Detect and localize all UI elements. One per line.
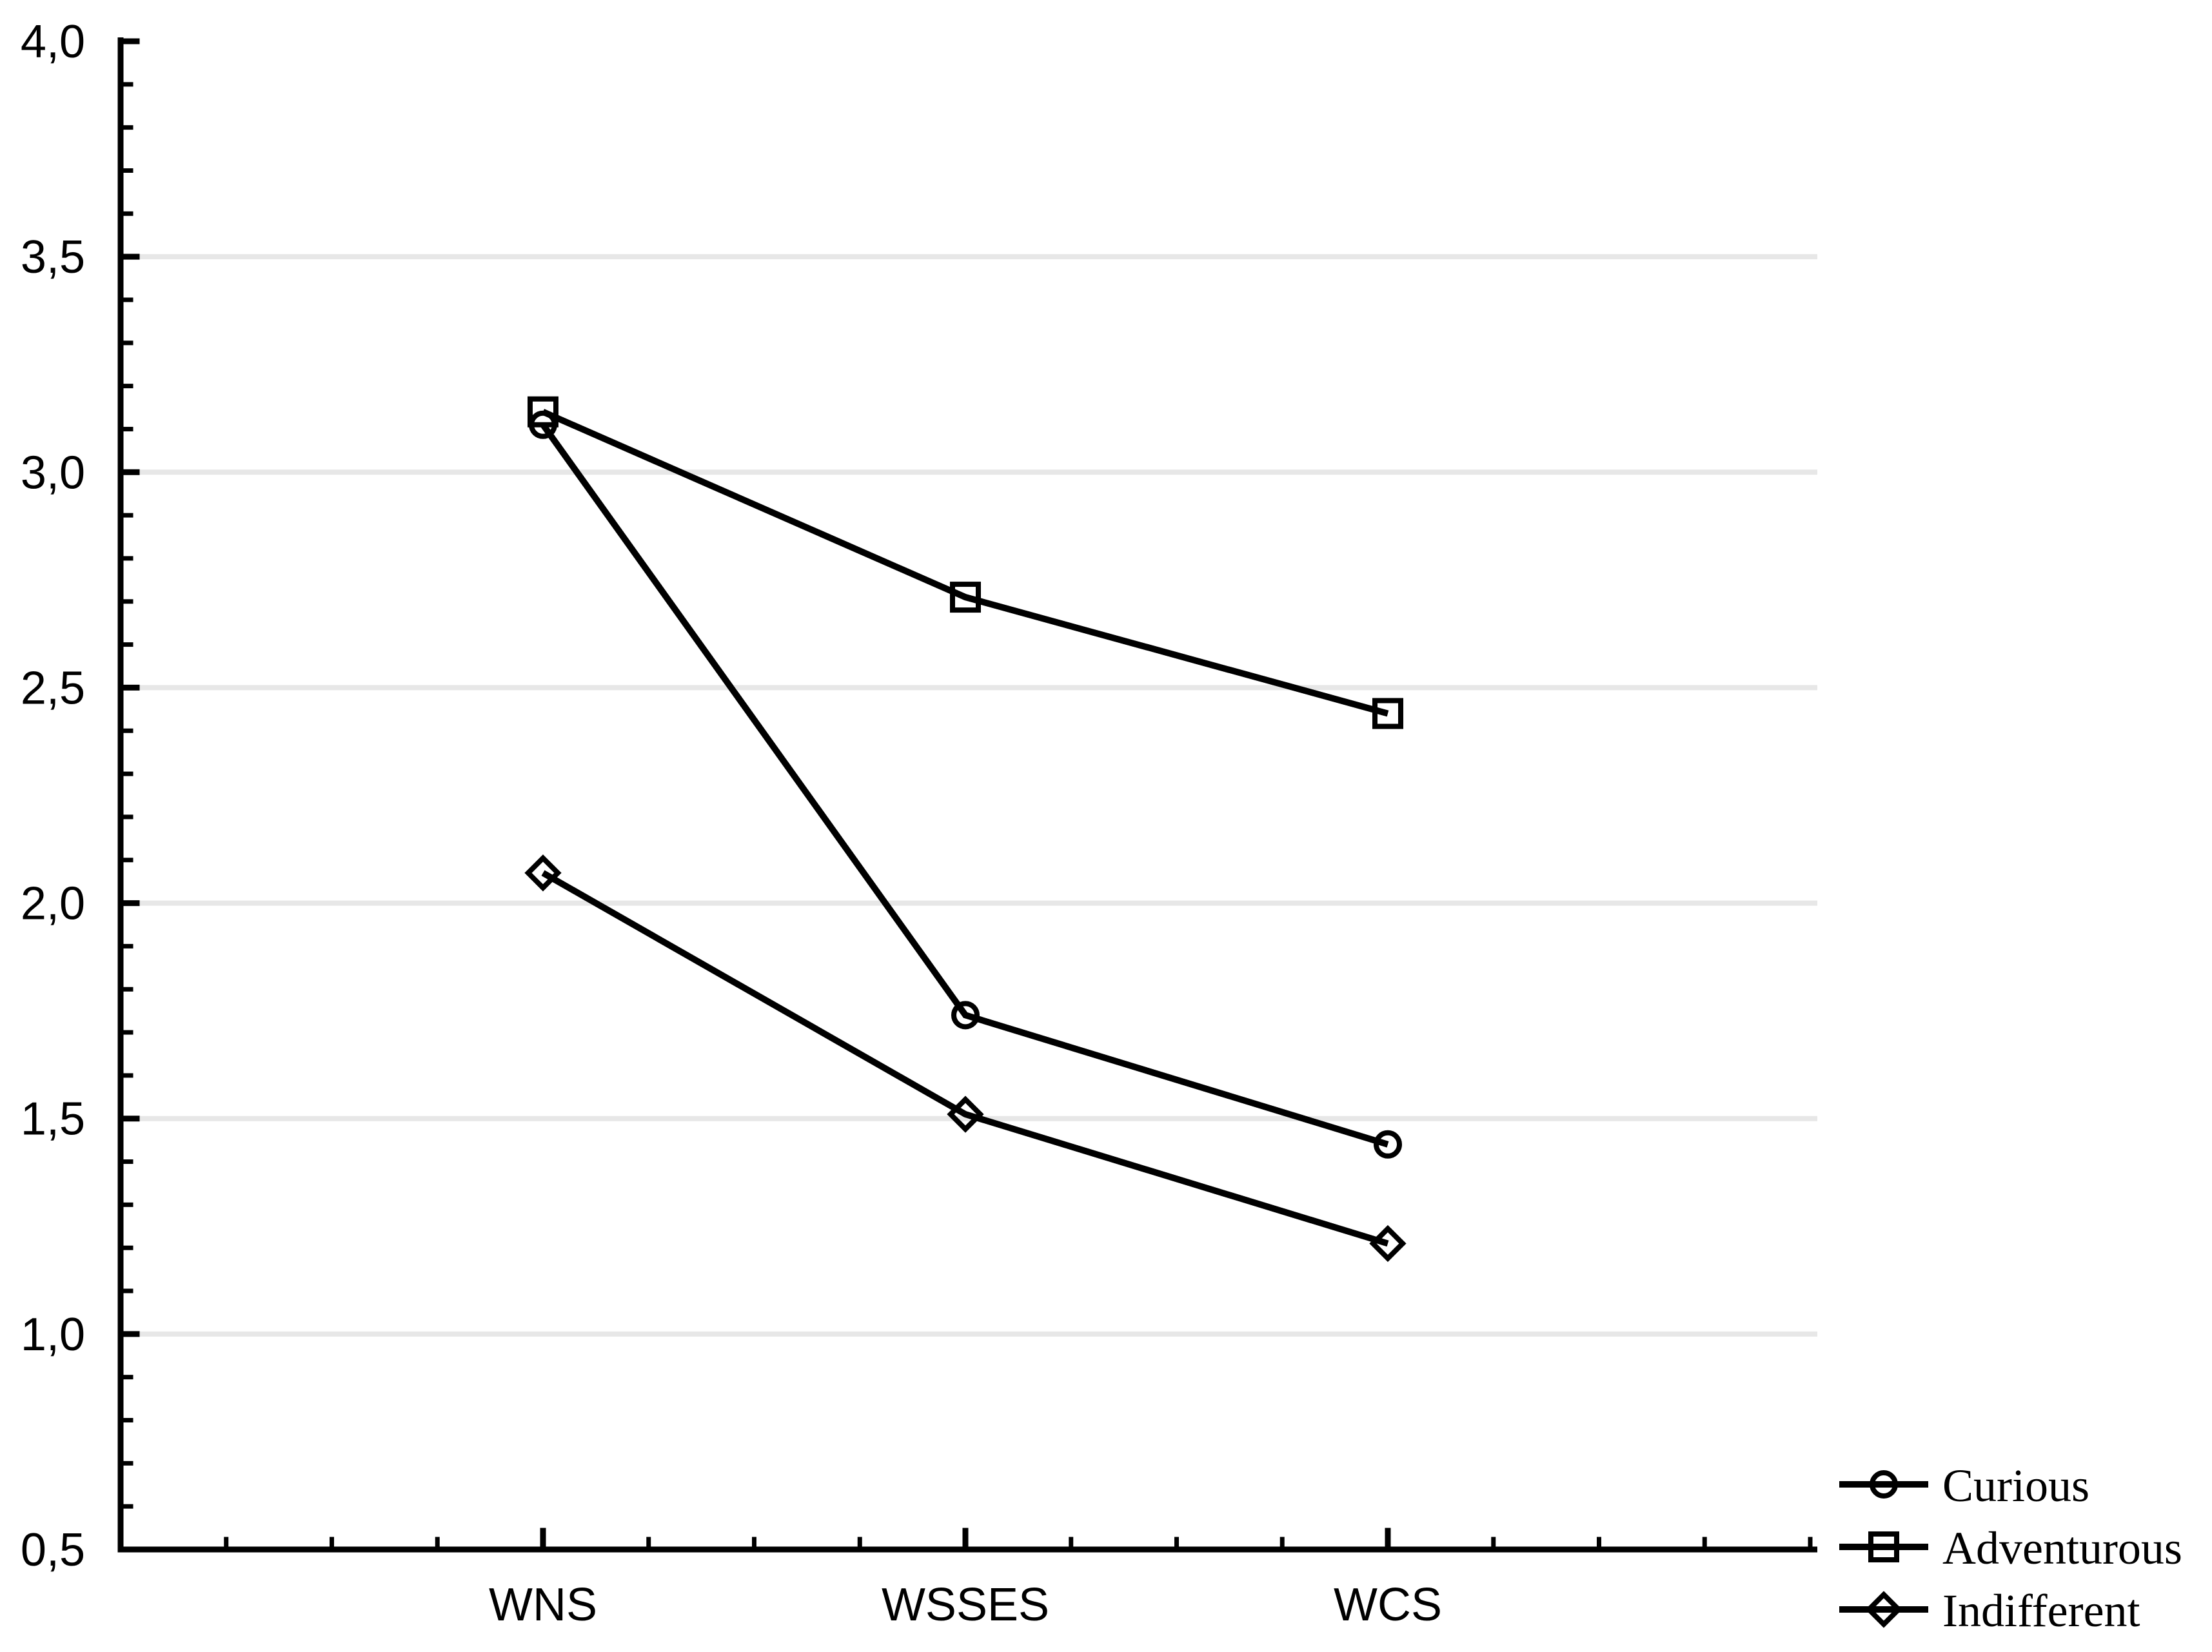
y-tick-label: 2,0 <box>21 878 85 930</box>
marker-square-wcs <box>1372 698 1403 729</box>
y-tick-label: 1,5 <box>21 1094 85 1145</box>
series-line-adventurous <box>541 409 1389 717</box>
x-category-label: WCS <box>1334 1579 1442 1631</box>
legend-diamond-icon <box>1865 1591 1902 1628</box>
marker-diamond-wns <box>524 854 562 892</box>
y-tick-label: 1,0 <box>21 1309 85 1361</box>
legend-label-curious: Curious <box>1942 1460 2089 1511</box>
legend-circle-icon <box>1870 1470 1898 1499</box>
y-tick-label: 3,0 <box>21 447 85 498</box>
marker-square-wns <box>528 396 558 428</box>
series-line-curious <box>540 422 1389 1148</box>
legend-label-indifferent: Indifferent <box>1942 1585 2140 1637</box>
marker-diamond-wcs <box>1369 1224 1407 1263</box>
legend-square-icon <box>1868 1531 1899 1562</box>
y-tick-label: 4,0 <box>21 16 85 68</box>
marker-diamond-wsses <box>947 1096 984 1133</box>
y-tick-label: 0,5 <box>21 1524 85 1576</box>
marker-square-wsses <box>950 582 981 613</box>
y-tick-label: 3,5 <box>21 231 85 283</box>
marker-circle-wcs <box>1374 1130 1402 1159</box>
legend-label-adventurous: Adventurous <box>1942 1522 2182 1574</box>
series-line-indifferent <box>541 870 1389 1247</box>
x-category-label: WNS <box>489 1579 597 1631</box>
marker-circle-wsses <box>951 1001 980 1030</box>
x-category-label: WSSES <box>882 1579 1049 1631</box>
y-tick-label: 2,5 <box>21 662 85 714</box>
